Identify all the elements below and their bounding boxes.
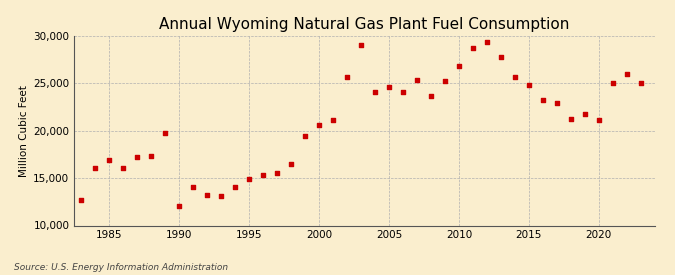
Point bbox=[537, 98, 548, 103]
Point bbox=[608, 81, 618, 85]
Point bbox=[104, 158, 115, 162]
Point bbox=[579, 111, 590, 116]
Point bbox=[327, 118, 338, 122]
Point bbox=[314, 123, 325, 127]
Point bbox=[566, 117, 576, 122]
Point bbox=[216, 194, 227, 198]
Point bbox=[146, 154, 157, 158]
Point bbox=[90, 166, 101, 170]
Title: Annual Wyoming Natural Gas Plant Fuel Consumption: Annual Wyoming Natural Gas Plant Fuel Co… bbox=[159, 17, 570, 32]
Point bbox=[468, 46, 479, 50]
Point bbox=[370, 90, 381, 94]
Point bbox=[425, 93, 436, 98]
Point bbox=[118, 166, 129, 170]
Point bbox=[188, 185, 198, 189]
Point bbox=[258, 173, 269, 177]
Point bbox=[300, 134, 310, 139]
Point bbox=[495, 54, 506, 59]
Point bbox=[132, 155, 142, 160]
Point bbox=[635, 81, 646, 85]
Point bbox=[523, 83, 534, 87]
Point bbox=[271, 171, 282, 175]
Point bbox=[481, 40, 492, 45]
Text: Source: U.S. Energy Information Administration: Source: U.S. Energy Information Administ… bbox=[14, 263, 227, 272]
Point bbox=[510, 74, 520, 79]
Point bbox=[173, 204, 184, 208]
Point bbox=[286, 162, 296, 166]
Point bbox=[398, 90, 408, 94]
Point bbox=[160, 130, 171, 135]
Point bbox=[230, 185, 240, 189]
Point bbox=[76, 198, 86, 202]
Point bbox=[551, 101, 562, 105]
Point bbox=[454, 64, 464, 68]
Point bbox=[412, 78, 423, 82]
Point bbox=[439, 79, 450, 84]
Point bbox=[244, 177, 254, 181]
Point bbox=[342, 74, 352, 79]
Point bbox=[356, 43, 367, 47]
Point bbox=[202, 193, 213, 197]
Point bbox=[593, 118, 604, 122]
Point bbox=[383, 85, 394, 89]
Y-axis label: Million Cubic Feet: Million Cubic Feet bbox=[19, 85, 29, 177]
Point bbox=[622, 72, 632, 76]
